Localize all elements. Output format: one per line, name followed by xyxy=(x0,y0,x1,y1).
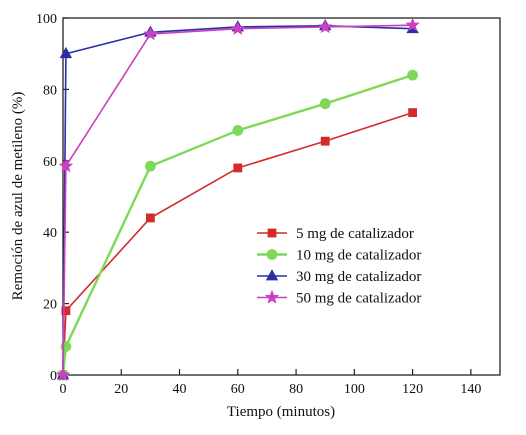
square-marker xyxy=(145,213,155,223)
series-line xyxy=(62,25,413,376)
triangle-marker xyxy=(265,269,279,281)
star-marker xyxy=(230,21,246,35)
x-tick-label: 140 xyxy=(460,382,481,397)
legend-label: 10 mg de catalizador xyxy=(296,248,421,264)
x-tick-label: 40 xyxy=(173,382,187,397)
y-axis-title: Remoción de azul de metileno (%) xyxy=(10,92,26,301)
star-marker xyxy=(55,367,71,382)
star-marker xyxy=(143,26,158,41)
square-marker xyxy=(267,228,277,238)
square-marker xyxy=(61,306,71,316)
series xyxy=(56,19,419,380)
legend-label: 50 mg de catalizador xyxy=(296,291,421,307)
y-tick-label: 100 xyxy=(36,12,57,27)
legend-label: 30 mg de catalizador xyxy=(296,269,421,285)
axis-ticks: 0 20 40 60 80 100 120 140 0 20 40 60 80 100 xyxy=(36,12,481,397)
y-tick-label: 60 xyxy=(43,155,57,170)
series-layer xyxy=(55,17,420,382)
x-tick-label: 20 xyxy=(114,382,128,397)
circle-marker xyxy=(407,69,419,81)
circle-marker xyxy=(319,98,331,110)
circle-marker xyxy=(266,249,278,260)
y-tick-label: 0 xyxy=(50,369,57,384)
y-tick-label: 80 xyxy=(43,83,57,98)
plot-frame xyxy=(62,17,501,376)
series-line xyxy=(62,24,413,376)
y-tick-label: 40 xyxy=(43,226,57,241)
x-tick-label: 60 xyxy=(231,382,245,397)
star-marker xyxy=(264,289,280,304)
star-marker xyxy=(58,158,74,173)
circle-marker xyxy=(232,125,244,136)
triangle-marker xyxy=(59,46,73,59)
x-tick-label: 120 xyxy=(402,382,423,397)
x-tick-label: 0 xyxy=(60,382,67,397)
series-line xyxy=(62,111,413,376)
square-marker xyxy=(408,108,418,118)
x-tick-label: 100 xyxy=(344,382,365,397)
legend-label: 5 mg de catalizador xyxy=(296,226,414,242)
square-marker xyxy=(320,136,330,146)
y-tick-label: 20 xyxy=(43,298,57,313)
square-marker xyxy=(233,163,243,173)
x-axis-title: Tiempo (minutos) xyxy=(227,404,335,420)
star-marker xyxy=(317,19,333,34)
series xyxy=(58,108,418,380)
legend: 5 mg de catalizador 10 mg de catalizador 3… xyxy=(257,226,421,307)
circle-marker xyxy=(144,160,156,172)
series xyxy=(55,17,420,382)
circle-marker xyxy=(60,341,72,352)
star-marker xyxy=(405,17,420,32)
x-tick-label: 80 xyxy=(289,382,303,397)
